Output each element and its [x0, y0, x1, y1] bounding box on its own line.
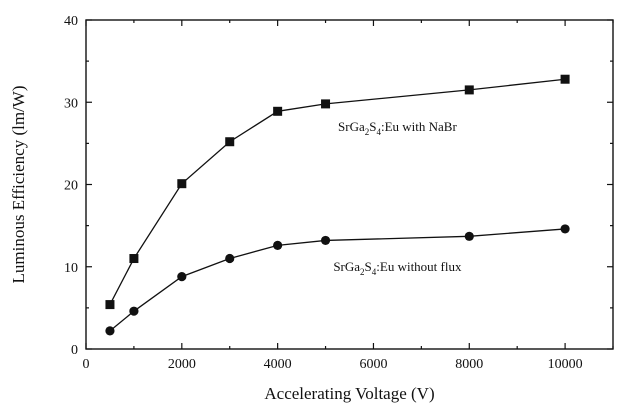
plot-frame-layer	[85, 19, 614, 350]
y-axis-title: Luminous Efficiency (lm/W)	[9, 86, 28, 284]
x-tick-label: 2000	[168, 357, 196, 372]
data-point-circle	[105, 326, 115, 336]
y-tick-label: 10	[64, 261, 78, 276]
data-point-circle	[177, 272, 187, 282]
data-point-circle	[320, 235, 331, 246]
y-tick-label: 30	[64, 96, 78, 111]
data-point-circle	[560, 224, 570, 234]
data-point-circle	[464, 231, 474, 241]
axis-ticks-layer: 0 2000 4000 6000 8000 10000 0 10 20 30 40	[64, 14, 614, 372]
y-tick-label: 40	[64, 14, 78, 29]
series-layer	[105, 74, 570, 336]
x-tick-label: 8000	[455, 357, 483, 372]
series-1	[105, 224, 570, 336]
y-tick-label: 0	[71, 343, 78, 358]
data-point-square	[464, 85, 474, 95]
data-point-circle	[273, 240, 283, 250]
data-point-square	[177, 179, 187, 189]
labels-layer: Accelerating Voltage (V) Luminous Effici…	[9, 86, 462, 403]
series-0	[105, 74, 570, 310]
series-annotation-0: SrGa2S4:Eu with NaBr	[338, 119, 457, 137]
series-line	[109, 228, 566, 332]
data-point-square	[560, 74, 570, 84]
series-annotation-1: SrGa2S4:Eu without flux	[333, 259, 462, 277]
data-point-circle	[129, 306, 139, 316]
x-tick-label: 4000	[264, 357, 292, 372]
data-point-circle	[225, 253, 235, 264]
x-tick-label: 0	[83, 357, 90, 372]
data-point-square	[129, 254, 139, 264]
data-point-square	[273, 106, 283, 116]
x-axis-title: Accelerating Voltage (V)	[264, 384, 434, 403]
data-point-square	[225, 137, 235, 147]
y-tick-label: 20	[64, 179, 78, 194]
x-tick-label: 6000	[359, 357, 387, 372]
series-line	[109, 78, 566, 305]
x-tick-label: 10000	[548, 357, 583, 372]
plot-area-frame	[85, 19, 614, 350]
data-point-square	[321, 99, 331, 109]
data-point-square	[105, 300, 115, 310]
